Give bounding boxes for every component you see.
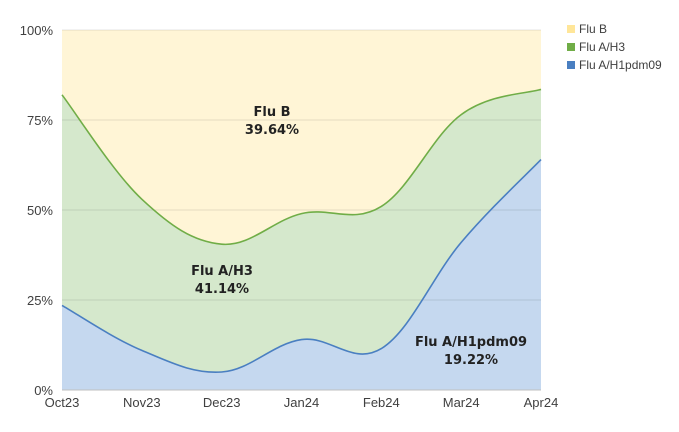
- annotation-flu-b-value: 39.64%: [245, 123, 299, 138]
- legend-swatch-flu-b: [567, 25, 575, 33]
- y-tick-label: 0%: [34, 383, 53, 398]
- annotation-flu-a-h3-value: 41.14%: [195, 282, 249, 297]
- legend-label-flu-a-h1pdm09: Flu A/H1pdm09: [579, 58, 662, 72]
- area-flu-b: [62, 30, 541, 245]
- y-tick-label: 25%: [27, 293, 53, 308]
- annotation-flu-a-h3-label: Flu A/H3: [191, 264, 253, 279]
- line-flu-a-h3: [61, 88, 542, 246]
- x-tick-label: Nov23: [123, 395, 161, 410]
- x-tick-label: Dec23: [203, 395, 241, 410]
- legend: Flu B Flu A/H3 Flu A/H1pdm09: [567, 22, 662, 72]
- y-tick-label: 50%: [27, 203, 53, 218]
- legend-swatch-flu-a-h3: [567, 43, 575, 51]
- x-tick-label: Mar24: [443, 395, 480, 410]
- legend-label-flu-a-h3: Flu A/H3: [579, 40, 625, 54]
- x-tick-label: Oct23: [45, 395, 80, 410]
- gridlines: [62, 29, 541, 301]
- y-tick-label: 75%: [27, 113, 53, 128]
- x-axis-ticks: Oct23 Nov23 Dec23 Jan24 Feb24 Mar24 Apr24: [45, 395, 559, 410]
- legend-label-flu-b: Flu B: [579, 22, 607, 36]
- legend-swatch-flu-a-h1pdm09: [567, 61, 575, 69]
- annotation-flu-b-label: Flu B: [253, 105, 290, 120]
- y-axis-ticks: 0% 25% 50% 75% 100%: [20, 23, 54, 398]
- annotation-flu-a-h1pdm09-value: 19.22%: [444, 353, 498, 368]
- annotation-flu-a-h1pdm09-label: Flu A/H1pdm09: [415, 335, 527, 350]
- annotations: Flu B 39.64% Flu A/H3 41.14% Flu A/H1pdm…: [191, 105, 527, 368]
- area-flu-a-h1pdm09: [62, 159, 541, 390]
- x-tick-label: Jan24: [284, 395, 319, 410]
- x-tick-label: Apr24: [524, 395, 559, 410]
- y-tick-label: 100%: [20, 23, 54, 38]
- line-flu-a-h1pdm09: [61, 159, 542, 373]
- series-lines: [61, 88, 542, 373]
- x-tick-label: Feb24: [363, 395, 400, 410]
